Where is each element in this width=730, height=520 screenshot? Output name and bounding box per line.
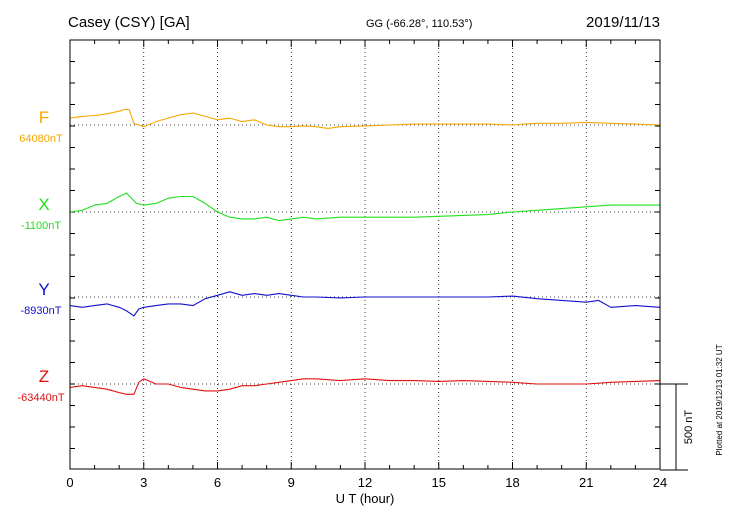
axis-ticks — [69, 39, 661, 469]
series-group — [69, 108, 661, 395]
x-tick-label: 18 — [505, 475, 519, 490]
series-name-z: Z — [39, 367, 49, 386]
x-tick-label: 12 — [358, 475, 372, 490]
x-tick-label: 15 — [432, 475, 446, 490]
scale-bar: 500 nT — [660, 383, 695, 471]
x-tick-label: 6 — [214, 475, 221, 490]
series-name-x: X — [38, 195, 49, 214]
x-tick-label: 24 — [653, 475, 667, 490]
series-name-y: Y — [38, 280, 49, 299]
plot-frame — [69, 39, 661, 470]
station-coordinates: GG (-66.28°, 110.53°) — [366, 18, 472, 30]
series-line-f — [69, 108, 661, 129]
series-baseline-z: -63440nT — [17, 392, 64, 404]
plotted-timestamp: Plotted at 2019/12/13 01:32 UT — [715, 344, 724, 455]
gridlines — [70, 40, 660, 469]
series-baseline-y: -8930nT — [21, 305, 62, 317]
series-line-y — [69, 291, 661, 317]
x-tick-label: 3 — [140, 475, 147, 490]
x-tick-label: 0 — [66, 475, 73, 490]
station-title: Casey (CSY) [GA] — [68, 14, 190, 31]
series-labels: F 64080nT X -1100nT Y -8930nT Z -63440nT — [17, 108, 64, 404]
x-tick-labels: 0 3 6 9 12 15 18 21 24 — [66, 475, 667, 490]
scale-bar-label: 500 nT — [683, 410, 695, 445]
series-line-x — [69, 192, 660, 222]
x-axis-label: U T (hour) — [336, 491, 395, 506]
series-line-z — [69, 378, 661, 395]
series-baseline-f: 64080nT — [19, 133, 63, 145]
series-name-f: F — [39, 108, 49, 127]
plot-date: 2019/11/13 — [586, 14, 660, 31]
series-baseline-x: -1100nT — [21, 220, 61, 232]
x-tick-label: 9 — [288, 475, 295, 490]
x-tick-label: 21 — [579, 475, 593, 490]
